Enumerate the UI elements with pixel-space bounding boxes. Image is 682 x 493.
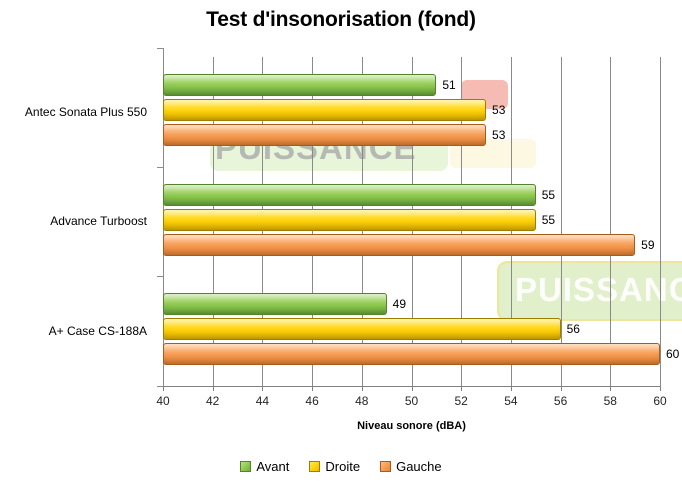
- category-label: A+ Case CS-188A: [48, 324, 147, 339]
- x-tick-label: 50: [404, 394, 419, 408]
- bar-gauche: [163, 343, 660, 366]
- x-tick-label: 42: [206, 394, 220, 408]
- x-axis-line: [163, 386, 661, 387]
- bar-value-label: 56: [566, 322, 580, 337]
- gridline: [560, 57, 562, 386]
- plot-area: PUISSANCE PUISSANCE 40424446485052545658…: [156, 48, 682, 408]
- bar-value-label: 60: [666, 347, 680, 362]
- x-tick-label: 58: [603, 394, 617, 408]
- legend-swatch-gauche: [380, 461, 392, 472]
- bar-gauche: [163, 124, 487, 146]
- bar-value-label: 49: [392, 297, 406, 312]
- x-tick-label: 44: [255, 394, 270, 408]
- category-label: Advance Turboost: [50, 214, 147, 229]
- bar-value-label: 59: [641, 237, 655, 252]
- category-label: Antec Sonata Plus 550: [24, 104, 147, 119]
- legend-swatch-avant: [240, 461, 252, 472]
- bar-droite: [163, 99, 487, 121]
- bar-value-label: 55: [541, 212, 556, 227]
- x-axis-title: Niveau sonore (dBA): [357, 420, 466, 432]
- category-axis-end-tick: [157, 48, 163, 49]
- x-axis-tick: [560, 386, 562, 391]
- x-tick-label: 40: [156, 394, 170, 408]
- legend-label: Avant: [256, 459, 290, 474]
- gridline: [660, 57, 661, 386]
- legend-item: Avant: [240, 459, 289, 474]
- x-tick-label: 48: [355, 394, 369, 408]
- bar-avant: [163, 74, 437, 96]
- legend-item: Droite: [309, 459, 360, 474]
- category-axis-tick: [157, 276, 163, 278]
- category-axis: Antec Sonata Plus 550 Advance Turboost A+ …: [0, 57, 155, 386]
- x-axis-tick: [312, 386, 314, 391]
- legend-item: Gauche: [380, 459, 442, 474]
- x-axis-tick: [411, 386, 413, 391]
- bar-value-label: 53: [492, 128, 506, 142]
- x-axis-tick: [262, 386, 264, 391]
- x-tick-label: 54: [504, 394, 518, 408]
- gridline: [610, 57, 612, 386]
- category-axis-line: [163, 48, 164, 58]
- bar-gauche: [163, 233, 636, 256]
- bar-avant: [163, 293, 387, 316]
- bar-avant: [163, 183, 536, 206]
- bar-droite: [163, 208, 536, 231]
- x-axis-tick: [510, 386, 512, 391]
- legend-label: Droite: [325, 459, 361, 474]
- legend-swatch-droite: [309, 461, 321, 472]
- bar-value-label: 53: [492, 103, 506, 117]
- x-axis-tick: [163, 386, 164, 391]
- x-tick-label: 60: [653, 394, 667, 408]
- legend-label: Gauche: [396, 459, 442, 474]
- x-axis-tick: [361, 386, 363, 391]
- category-axis-tick: [157, 386, 163, 387]
- bar-droite: [163, 318, 561, 341]
- x-tick-label: 56: [553, 394, 568, 408]
- bar-value-label: 51: [442, 78, 456, 92]
- x-axis-tick: [610, 386, 612, 391]
- x-tick-label: 46: [305, 394, 319, 408]
- watermark-text: PUISSANCE: [515, 271, 682, 308]
- x-axis-tick: [212, 386, 214, 391]
- chart-title: Test d'insonorisation (fond): [206, 8, 476, 31]
- category-axis-tick: [157, 166, 163, 168]
- legend: Avant Droite Gauche: [0, 459, 682, 474]
- watermark-badge: PUISSANCE: [497, 261, 682, 321]
- x-tick-label: 52: [454, 394, 468, 408]
- x-axis-tick: [461, 386, 463, 391]
- bar-value-label: 55: [541, 187, 556, 202]
- x-axis-tick: [660, 386, 661, 391]
